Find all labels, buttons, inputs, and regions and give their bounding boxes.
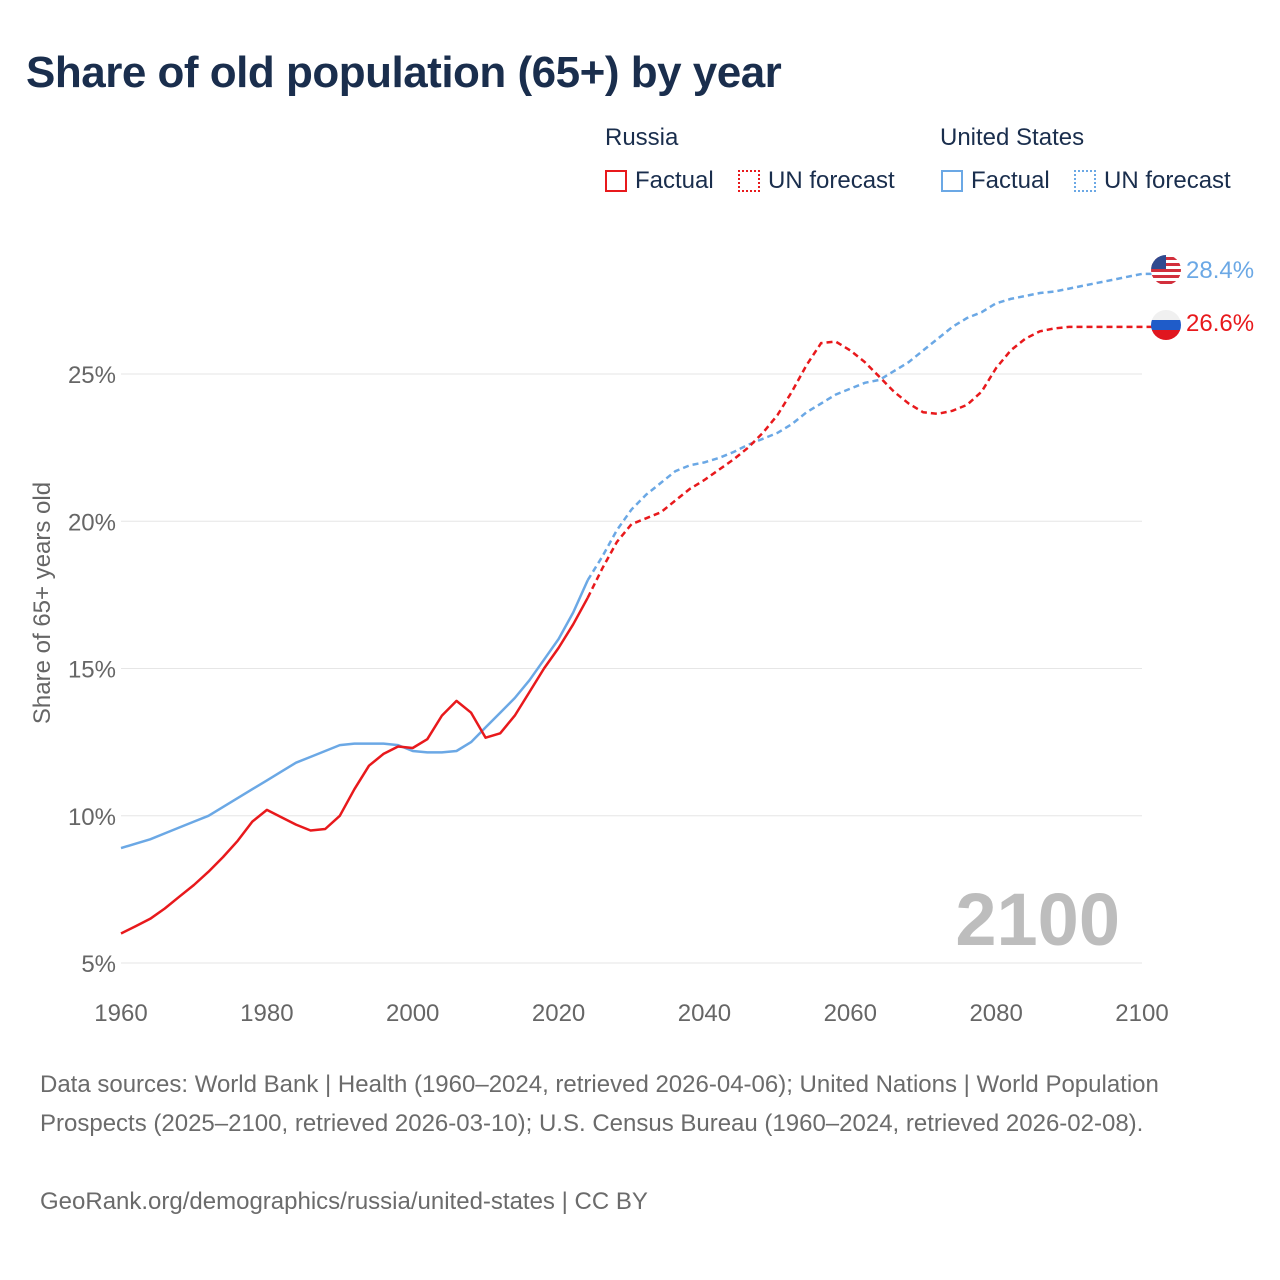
legend-label: UN forecast xyxy=(768,167,895,194)
legend-label: UN forecast xyxy=(1104,167,1231,194)
line-chart: 5% 10% 15% 20% 25% 1960 1980 2000 2020 2040 2060 2… xyxy=(29,255,1254,1027)
x-tick-label: 1980 xyxy=(240,1000,293,1027)
chart-title: Share of old population (65+) by year xyxy=(26,48,782,97)
y-tick-label: 20% xyxy=(68,509,116,536)
y-axis-ticks: 5% 10% 15% 20% 25% xyxy=(68,362,116,978)
x-tick-label: 2000 xyxy=(386,1000,439,1027)
y-tick-label: 15% xyxy=(68,657,116,684)
grid xyxy=(121,373,1142,964)
y-tick-label: 25% xyxy=(68,362,116,389)
ru-flag-icon xyxy=(1151,310,1181,340)
legend-swatch-russia-forecast xyxy=(738,170,760,192)
y-tick-label: 10% xyxy=(68,804,116,831)
ru-end-label: 26.6% xyxy=(1186,310,1254,337)
ru-forecast-line[interactable] xyxy=(586,325,1167,599)
x-tick-label: 2100 xyxy=(1115,1000,1168,1027)
x-tick-label: 1960 xyxy=(94,1000,147,1027)
us-flag-icon xyxy=(1151,255,1181,285)
x-axis-ticks: 1960 1980 2000 2020 2040 2060 2080 2100 xyxy=(94,1000,1168,1027)
x-tick-label: 2080 xyxy=(969,1000,1022,1027)
source-url[interactable]: GeoRank.org/demographics/russia/united-s… xyxy=(40,1188,648,1215)
legend-swatch-us-forecast xyxy=(1074,170,1096,192)
legend-us-factual[interactable]: Factual xyxy=(941,167,1050,195)
year-watermark: 2100 xyxy=(955,878,1120,961)
us-factual-line[interactable] xyxy=(120,579,589,850)
x-tick-label: 2020 xyxy=(532,1000,585,1027)
legend-russia-factual[interactable]: Factual xyxy=(605,167,714,195)
legend-swatch-russia-factual xyxy=(605,170,627,192)
us-end-label: 28.4% xyxy=(1186,257,1254,284)
x-tick-label: 2060 xyxy=(824,1000,877,1027)
us-forecast-line[interactable] xyxy=(586,272,1167,581)
y-axis-label: Share of 65+ years old xyxy=(29,482,56,724)
x-tick-label: 2040 xyxy=(678,1000,731,1027)
legend-label: Factual xyxy=(635,167,714,194)
legend-group-russia: Russia xyxy=(605,124,679,151)
series-lines xyxy=(120,272,1167,935)
legend-russia-forecast[interactable]: UN forecast xyxy=(738,167,895,195)
ru-factual-line[interactable] xyxy=(120,597,589,935)
data-sources: Data sources: World Bank | Health (1960–… xyxy=(40,1071,1159,1137)
legend-swatch-us-factual xyxy=(941,170,963,192)
legend-us-forecast[interactable]: UN forecast xyxy=(1074,167,1231,195)
y-tick-label: 5% xyxy=(81,951,116,978)
legend-group-us: United States xyxy=(940,124,1085,151)
legend-label: Factual xyxy=(971,167,1050,194)
